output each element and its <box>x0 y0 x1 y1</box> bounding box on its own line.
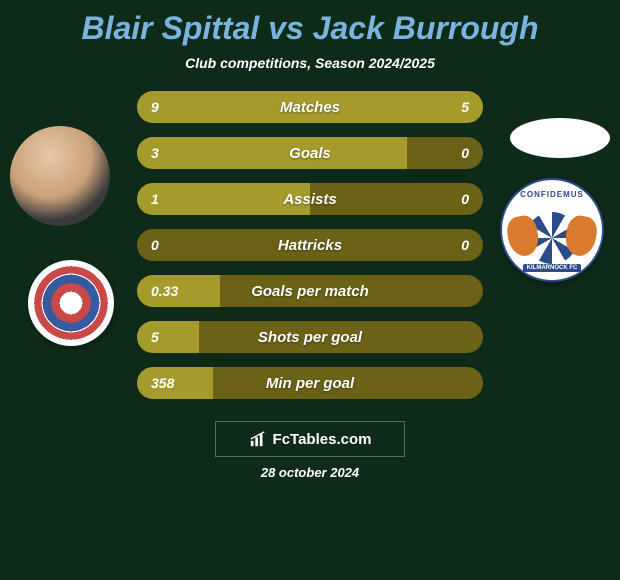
player-right-avatar <box>510 118 610 158</box>
footer-date: 28 october 2024 <box>0 465 620 480</box>
stat-label: Goals <box>137 137 483 169</box>
stat-label: Hattricks <box>137 229 483 261</box>
stat-row: 30Goals <box>137 137 483 169</box>
stat-row: 0.33Goals per match <box>137 275 483 307</box>
club-right-crest: CONFIDEMUS KILMARNOCK FC <box>500 178 604 282</box>
stat-row: 358Min per goal <box>137 367 483 399</box>
comparison-card: Blair Spittal vs Jack Burrough Club comp… <box>0 0 620 580</box>
stat-row: 10Assists <box>137 183 483 215</box>
site-logo: FcTables.com <box>215 421 405 457</box>
page-subtitle: Club competitions, Season 2024/2025 <box>0 55 620 71</box>
stat-label: Min per goal <box>137 367 483 399</box>
stat-label: Assists <box>137 183 483 215</box>
stat-row: 00Hattricks <box>137 229 483 261</box>
site-logo-text: FcTables.com <box>273 431 372 448</box>
chart-bar-icon <box>249 430 267 448</box>
stat-label: Matches <box>137 91 483 123</box>
stat-label: Goals per match <box>137 275 483 307</box>
club-left-crest <box>28 260 114 346</box>
player-left-avatar <box>10 126 110 226</box>
crest-right-ribbon: KILMARNOCK FC <box>523 264 582 272</box>
crest-right-motto: CONFIDEMUS <box>520 190 584 199</box>
stat-row: 5Shots per goal <box>137 321 483 353</box>
stat-label: Shots per goal <box>137 321 483 353</box>
page-title: Blair Spittal vs Jack Burrough <box>0 10 620 47</box>
stat-row: 95Matches <box>137 91 483 123</box>
stat-bars: 95Matches 30Goals 10Assists 00Hattricks 0.33… <box>137 91 483 399</box>
